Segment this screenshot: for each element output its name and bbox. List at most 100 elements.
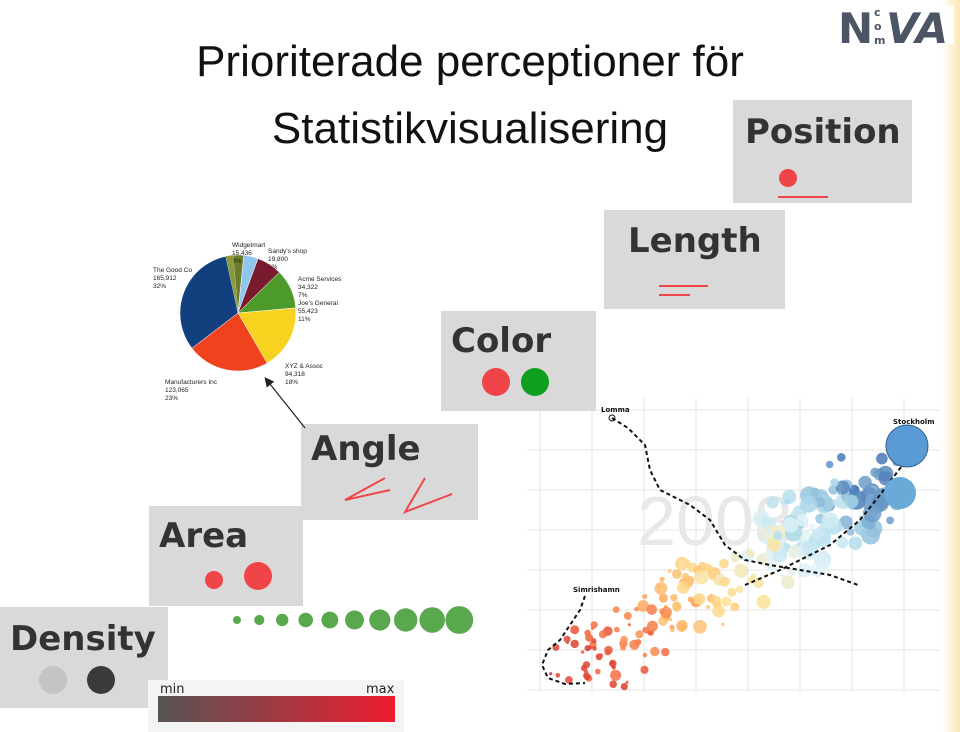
- pie-label: Acme Services: [298, 276, 342, 283]
- bubble: [670, 628, 675, 633]
- bubble: [646, 620, 658, 632]
- bubble: [635, 630, 644, 639]
- edge-stripe: [942, 0, 960, 732]
- bubble: [797, 563, 812, 578]
- bubble: [825, 460, 834, 469]
- size-dot: [419, 607, 446, 633]
- bubble: [686, 559, 690, 564]
- bubble: [727, 587, 737, 597]
- bubble: [735, 585, 744, 594]
- bubble: [610, 669, 622, 681]
- size-dot: [345, 610, 364, 630]
- logo-text: o: [874, 20, 882, 33]
- bubble: [583, 673, 587, 678]
- pie-label: Sandy's shop: [268, 248, 307, 255]
- bubble: [591, 638, 597, 644]
- pie-label: 11%: [298, 316, 311, 323]
- bubble: [837, 491, 841, 495]
- bubble: [598, 630, 608, 639]
- size-dot: [298, 612, 314, 628]
- bubble: [886, 516, 894, 525]
- pie-label: 3%: [232, 258, 242, 265]
- bubble: [781, 575, 795, 590]
- bubble: [730, 602, 740, 612]
- bubble: [766, 537, 782, 552]
- card-density: Density: [0, 607, 168, 708]
- bubble: [661, 647, 670, 657]
- card-area: Area: [149, 506, 303, 606]
- bubble: [693, 620, 707, 634]
- card-label: Length: [628, 221, 762, 261]
- bubble: [634, 606, 639, 612]
- bubble: [625, 680, 629, 684]
- pie-label: XYZ & Assoc: [285, 363, 324, 370]
- logo-text: VA: [886, 4, 948, 53]
- bubble: [667, 569, 672, 573]
- scale-label: min: [160, 682, 185, 697]
- place-label: Simrishamn: [573, 586, 620, 594]
- bubble: [780, 573, 785, 578]
- bubble: [672, 601, 682, 611]
- bubble: [787, 544, 802, 559]
- card-length: Length: [604, 210, 785, 309]
- bubble: [669, 618, 673, 622]
- bubble: [642, 593, 648, 600]
- bubble: [570, 625, 580, 635]
- bubble: [642, 626, 649, 634]
- pie-label: 55,423: [298, 308, 318, 315]
- bubble: [846, 528, 855, 536]
- pie-label: 94,318: [285, 371, 305, 378]
- logo-text: m: [874, 34, 885, 47]
- pie-label: 23%: [165, 395, 178, 402]
- trajectory: [611, 417, 859, 586]
- bubble: [800, 495, 818, 513]
- bubble: [835, 480, 850, 495]
- bubble: [721, 596, 732, 607]
- card-label: Color: [451, 321, 551, 361]
- density-scale: min max: [148, 680, 404, 732]
- bubble: [570, 639, 579, 649]
- bubble: [783, 517, 799, 533]
- pie-remainder: [225, 255, 238, 313]
- bubble: [669, 624, 675, 630]
- bubble: [870, 467, 880, 478]
- bubble: [584, 645, 591, 652]
- pie-label: 7%: [298, 292, 308, 299]
- logo-text: N: [838, 4, 873, 53]
- bubble: [811, 528, 824, 541]
- bubble: [623, 611, 632, 620]
- bubble: [751, 573, 757, 579]
- bubble: [584, 629, 591, 637]
- bubble: [592, 646, 597, 651]
- bubble: [675, 556, 689, 571]
- bubble: [760, 517, 770, 527]
- bubble: [756, 594, 771, 609]
- card-label: Position: [745, 112, 901, 152]
- bubble: [809, 523, 816, 530]
- bubble: [595, 668, 601, 675]
- card-position: Position: [733, 100, 912, 203]
- bubble: [659, 576, 665, 583]
- bubble: [719, 558, 729, 569]
- place-label: Stockholm: [893, 418, 935, 426]
- bubble: [810, 562, 825, 578]
- bubble: [670, 594, 678, 602]
- size-dot: [321, 611, 339, 629]
- bubble: [766, 496, 779, 509]
- place-marker: [884, 477, 916, 509]
- bubble: [832, 499, 840, 507]
- pie-slice: [237, 307, 297, 364]
- bubble: [640, 665, 649, 674]
- bubble: [858, 475, 872, 490]
- bubble: [658, 615, 669, 626]
- bubble: [837, 453, 846, 462]
- title-line: Statistikvisualisering: [272, 104, 668, 153]
- bubble: [703, 563, 713, 573]
- trajectory: [540, 595, 586, 686]
- bubble: [613, 626, 620, 633]
- bubble: [629, 639, 640, 650]
- bubble: [687, 596, 693, 603]
